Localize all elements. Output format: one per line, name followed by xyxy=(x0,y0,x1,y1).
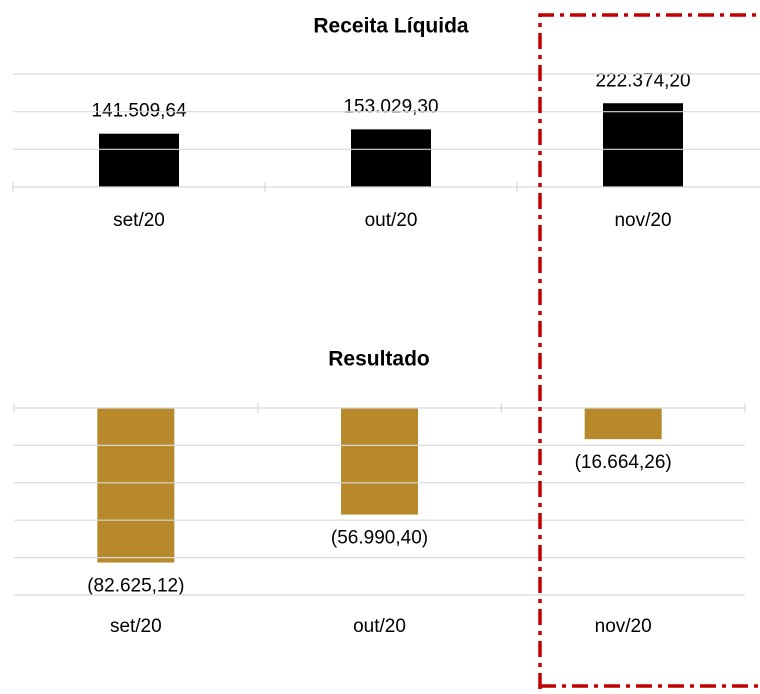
x-tick-label: set/20 xyxy=(113,210,165,231)
highlight-frame xyxy=(538,13,760,689)
bar xyxy=(584,408,662,440)
chart-title: Receita Líquida xyxy=(313,15,469,38)
x-tick-label: out/20 xyxy=(353,616,406,637)
x-tick-label: nov/20 xyxy=(595,616,652,637)
value-label: (82.625,12) xyxy=(87,576,184,597)
value-label: (16.664,26) xyxy=(575,452,672,473)
x-tick-label: out/20 xyxy=(365,210,418,231)
bar xyxy=(351,129,431,187)
chart-title: Resultado xyxy=(328,348,430,371)
bar xyxy=(97,408,175,563)
bar xyxy=(341,408,418,515)
bar xyxy=(99,133,179,187)
x-tick-label: nov/20 xyxy=(614,210,671,231)
value-label: 222.374,20 xyxy=(595,70,690,91)
value-label: 153.029,30 xyxy=(343,96,438,117)
value-label: (56.990,40) xyxy=(331,528,428,549)
bar xyxy=(603,103,683,187)
x-tick-label: set/20 xyxy=(110,616,162,637)
